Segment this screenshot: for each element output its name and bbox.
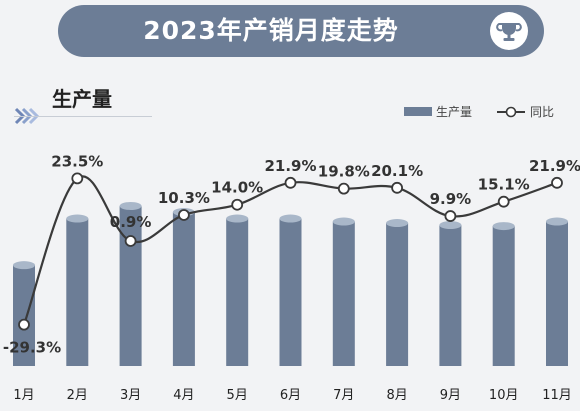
- yoy-point: [391, 181, 404, 194]
- yoy-data-label: 19.8%: [318, 163, 370, 181]
- bar-cap: [279, 214, 302, 223]
- bar: [279, 218, 302, 366]
- chart-title: 2023年产销月度走势: [143, 16, 399, 45]
- trophy-icon: [490, 12, 528, 50]
- legend-line-swatch: [497, 106, 525, 118]
- bar-cap: [13, 261, 35, 270]
- x-tick-label: 8月: [386, 388, 407, 403]
- x-tick-label: 2月: [67, 388, 88, 403]
- x-tick-label: 9月: [440, 388, 461, 403]
- bar: [226, 218, 249, 366]
- yoy-point: [551, 176, 563, 189]
- yoy-data-label: 14.0%: [211, 179, 263, 197]
- x-tick-label: 10月: [489, 388, 519, 403]
- yoy-data-label: 10.3%: [158, 189, 210, 207]
- bar-cap: [332, 217, 355, 226]
- legend-bar-label: 生产量: [436, 105, 473, 119]
- yoy-data-label: -29.3%: [3, 339, 61, 357]
- yoy-point: [18, 318, 30, 331]
- bar: [66, 218, 89, 366]
- yoy-data-label: 9.9%: [430, 190, 472, 208]
- yoy-point: [124, 235, 137, 247]
- x-tick-label: 5月: [227, 388, 248, 403]
- bar: [439, 225, 462, 366]
- yoy-point: [337, 182, 350, 195]
- legend-bar-swatch: [404, 107, 432, 116]
- yoy-data-label: 0.9%: [110, 213, 152, 231]
- bar: [546, 221, 568, 366]
- yoy-point: [231, 198, 244, 211]
- x-tick-label: 1月: [13, 388, 34, 403]
- legend-line-label: 同比: [530, 105, 555, 119]
- bar-cap: [119, 202, 142, 210]
- section-title: 生产量: [52, 87, 112, 111]
- x-tick-label: 6月: [280, 388, 301, 403]
- bar: [13, 265, 35, 366]
- bar: [386, 223, 409, 366]
- yoy-data-label: 21.9%: [264, 157, 316, 175]
- yoy-point: [497, 195, 510, 208]
- x-tick-label: 7月: [333, 388, 354, 403]
- yoy-point: [177, 209, 190, 221]
- yoy-data-label: 21.9%: [529, 157, 580, 175]
- bar-cap: [66, 214, 89, 223]
- bar: [119, 206, 142, 366]
- bar: [172, 212, 195, 366]
- bar: [332, 221, 355, 366]
- yoy-data-label: 20.1%: [371, 162, 423, 180]
- title-banner: 2023年产销月度走势: [58, 5, 544, 57]
- bar-cap: [439, 221, 462, 230]
- yoy-point: [71, 172, 84, 185]
- bar-cap: [492, 222, 515, 231]
- yoy-data-label: 23.5%: [51, 152, 103, 170]
- bar-cap: [546, 217, 568, 226]
- x-tick-label: 11月: [542, 388, 572, 403]
- bar-cap: [386, 219, 409, 228]
- section-divider: [14, 116, 152, 117]
- yoy-data-label: 15.1%: [478, 176, 530, 194]
- bar-cap: [226, 214, 249, 223]
- x-tick-label: 4月: [173, 388, 194, 403]
- bar: [492, 226, 515, 366]
- yoy-point: [284, 176, 297, 189]
- x-tick-label: 3月: [120, 388, 141, 403]
- yoy-point: [444, 210, 457, 222]
